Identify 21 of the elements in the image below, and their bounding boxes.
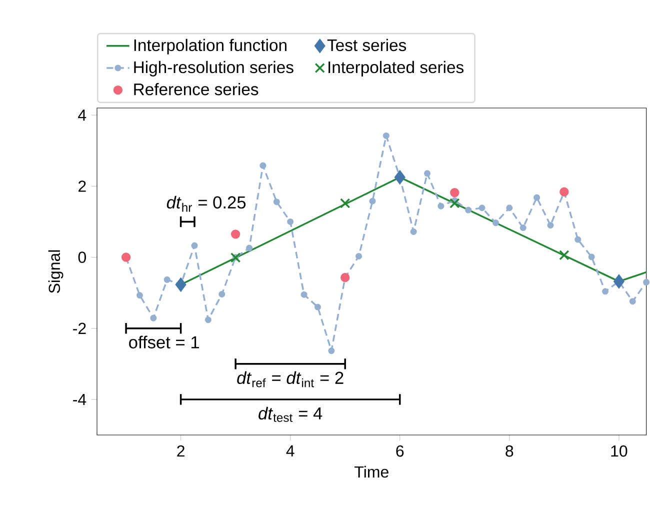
y-tick-label: -4: [73, 394, 86, 405]
y-axis-title: Signal: [48, 250, 64, 293]
x-tick-label: 4: [286, 445, 294, 456]
x-tick-label: 8: [506, 445, 514, 457]
legend-label: High-resolution series: [134, 60, 294, 76]
x-tick-label: 2: [177, 445, 184, 457]
y-tick-label: 2: [78, 180, 86, 192]
legend-label: Interpolated series: [328, 60, 464, 76]
x-tick-label: 10: [611, 445, 628, 457]
legend-label: Reference series: [134, 83, 258, 96]
x-axis-title: Time: [354, 466, 388, 478]
legend-label: Interpolation function: [134, 38, 286, 54]
annotation: dt$_{ref}$ = dt$_{int}$ = 2: [237, 371, 344, 388]
x-tick-label: 6: [396, 445, 404, 457]
legend-label: Test series: [327, 38, 406, 52]
y-tick-label: -2: [73, 322, 86, 334]
annotation: dt$_{test}$ = 4: [258, 406, 322, 422]
annotation: offset = 1: [129, 336, 199, 348]
y-tick-label: 0: [78, 252, 86, 263]
y-tick-label: 4: [78, 110, 86, 121]
annotation: dt$_{hr}$ = 0.25: [166, 196, 246, 212]
